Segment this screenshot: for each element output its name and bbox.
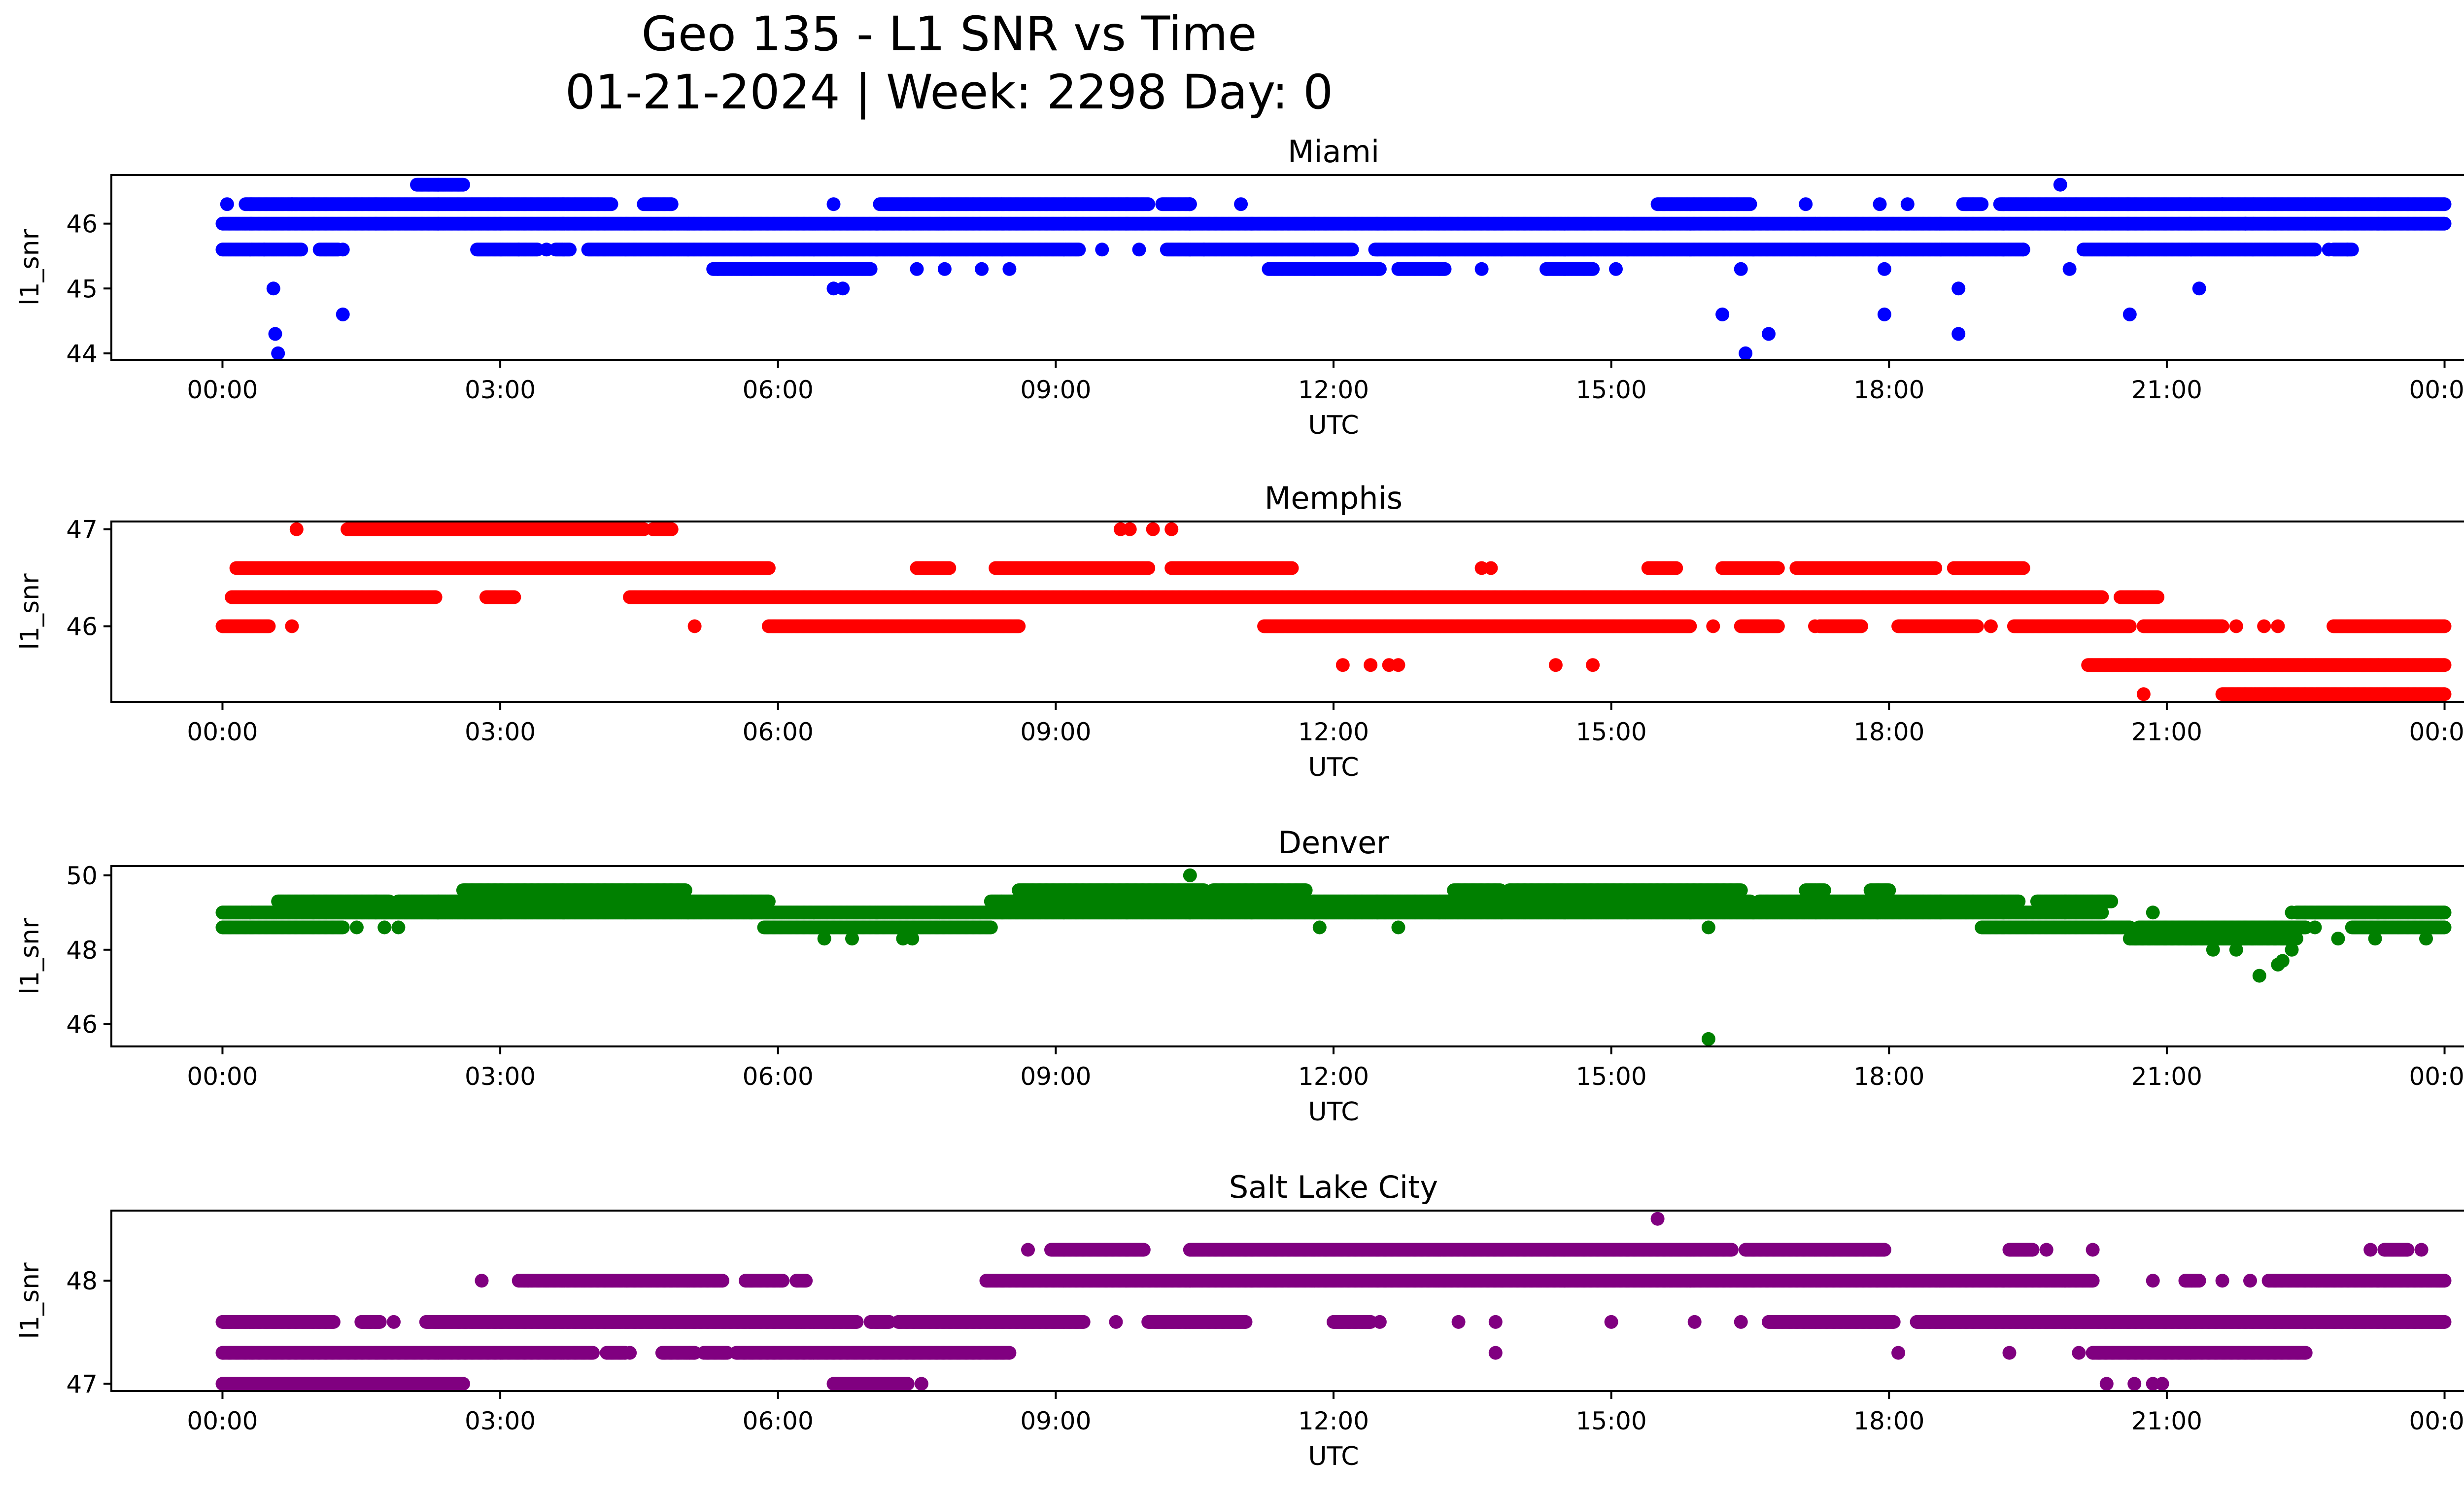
data-point (266, 281, 280, 296)
x-tick-label: 00:00 (187, 376, 258, 404)
data-point (1900, 197, 1915, 211)
x-tick-label: 00:00 (2409, 376, 2464, 404)
data-point (1951, 281, 1966, 296)
data-point (711, 262, 725, 276)
data-point (2238, 216, 2253, 231)
data-point (2340, 243, 2355, 257)
scatter-series (215, 522, 2452, 701)
data-point (1141, 197, 1156, 211)
data-point (1234, 197, 1248, 211)
data-point (1072, 243, 1086, 257)
y-axis-label: l1_snr (15, 229, 45, 306)
data-point (2437, 197, 2452, 211)
data-point (1877, 307, 1891, 321)
data-point (937, 262, 952, 276)
data-point (1799, 197, 1813, 211)
x-tick-label: 06:00 (743, 376, 814, 404)
data-point (2215, 197, 2229, 211)
data-point (512, 243, 526, 257)
data-point (1715, 307, 1730, 321)
data-point (2062, 262, 2077, 276)
data-point (1762, 327, 1776, 341)
data-point (1183, 197, 1197, 211)
data-point (268, 327, 282, 341)
x-tick-label: 12:00 (1298, 376, 1369, 404)
data-point (2122, 307, 2137, 321)
data-point (1734, 262, 1748, 276)
y-tick-label: 46 (66, 210, 98, 239)
data-point (975, 262, 989, 276)
data-point (1540, 262, 1554, 276)
data-point (1586, 262, 1600, 276)
data-point (257, 243, 271, 257)
data-point (1095, 243, 1109, 257)
data-point (294, 243, 308, 257)
data-point (1739, 346, 1753, 360)
x-tick-label: 18:00 (1853, 376, 1924, 404)
x-axis-label: UTC (1308, 411, 1359, 440)
data-point (836, 281, 850, 296)
data-point (826, 197, 841, 211)
data-point (1474, 262, 1489, 276)
data-point (2053, 177, 2067, 192)
data-point (336, 307, 350, 321)
data-point (1197, 243, 1211, 257)
y-tick-label: 45 (66, 275, 98, 303)
x-tick-label: 09:00 (1020, 376, 1091, 404)
data-point (220, 197, 234, 211)
x-tick-label: 03:00 (465, 376, 536, 404)
data-point (456, 177, 470, 192)
figure-title-line-2: 01-21-2024 | Week: 2298 Day: 0 (565, 65, 1334, 120)
panel-title: Memphis (1265, 480, 1403, 516)
data-point (1609, 262, 1623, 276)
data-point (863, 262, 878, 276)
y-tick-label: 44 (66, 340, 98, 368)
data-point (271, 346, 285, 360)
data-point (664, 197, 679, 211)
figure-title-line-1: Geo 135 - L1 SNR vs Time (642, 6, 1257, 62)
data-point (336, 243, 350, 257)
data-point (2437, 216, 2452, 231)
data-point (1743, 197, 1757, 211)
data-point (2016, 243, 2030, 257)
data-point (1132, 243, 1146, 257)
chart-panel-miami: Miami 00:00 03:00 06:00 09:00 12:00 15:00 18:00… (15, 134, 2464, 440)
data-point (540, 243, 553, 257)
data-point (910, 262, 924, 276)
data-point (2192, 281, 2206, 296)
data-point (1345, 243, 1359, 257)
scatter-series (215, 177, 2452, 360)
data-point (563, 243, 577, 257)
panel-title: Miami (1288, 134, 1379, 170)
data-point (285, 197, 299, 211)
data-point (604, 197, 618, 211)
data-point (2308, 243, 2322, 257)
data-point (1002, 262, 1017, 276)
data-point (1951, 327, 1966, 341)
data-point (1873, 197, 1887, 211)
data-point (1437, 262, 1452, 276)
data-point (2322, 243, 2336, 257)
x-tick-label: 21:00 (2131, 376, 2202, 404)
data-point (1877, 262, 1891, 276)
data-point (1372, 262, 1387, 276)
data-point (1975, 197, 1989, 211)
x-tick-label: 15:00 (1576, 376, 1647, 404)
